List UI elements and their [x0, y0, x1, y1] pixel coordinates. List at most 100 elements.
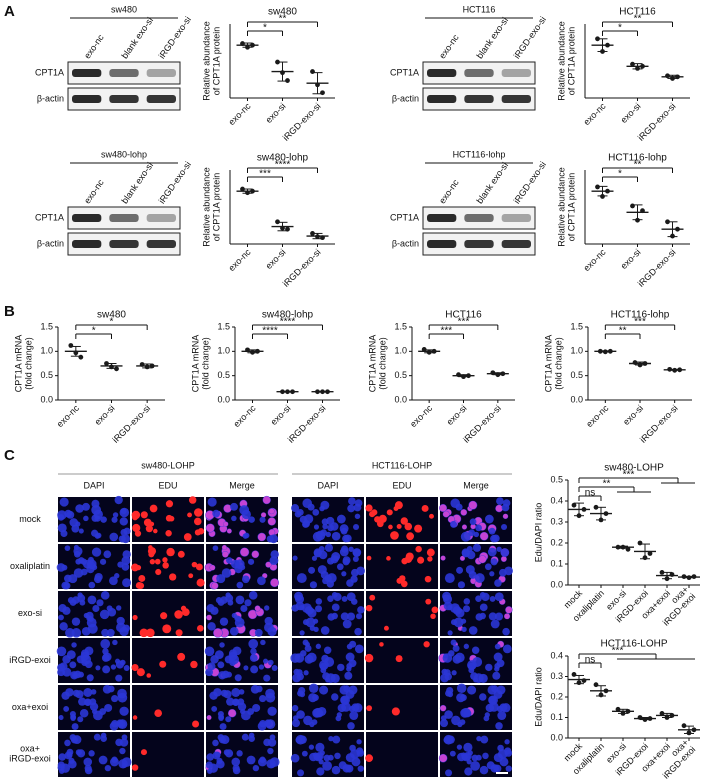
nucleus — [265, 719, 276, 730]
y-tick-label: 0.2 — [550, 537, 563, 547]
nucleus — [345, 652, 355, 662]
edu-signal — [364, 653, 374, 663]
edu-signal — [194, 529, 201, 536]
data-point — [320, 389, 325, 395]
nucleus — [95, 532, 102, 539]
chart-title: sw480-LOHP — [604, 463, 664, 474]
y-axis-label: Relative abundance — [556, 167, 566, 247]
nucleus — [479, 693, 487, 701]
nucleus — [351, 757, 361, 767]
nucleus — [114, 658, 121, 664]
nucleus — [58, 753, 66, 761]
edu-signal — [379, 642, 384, 647]
data-point — [675, 74, 680, 80]
micrograph — [438, 638, 512, 684]
nucleus — [66, 751, 73, 758]
nucleus — [91, 547, 102, 557]
nucleus — [248, 516, 255, 523]
chart-title: HCT116-lohp — [608, 153, 667, 164]
y-tick-label: 1.0 — [40, 346, 53, 356]
nucleus — [321, 518, 329, 526]
nucleus — [349, 711, 359, 721]
nucleus — [112, 512, 119, 518]
nucleus — [443, 669, 451, 677]
edu-signal — [174, 610, 183, 619]
nucleus — [496, 497, 504, 505]
nucleus — [290, 753, 300, 763]
nucleus — [84, 766, 93, 775]
panel-label: A — [4, 3, 15, 20]
nucleus — [313, 618, 319, 624]
y-axis-label: (fold change) — [23, 337, 33, 390]
nucleus — [102, 684, 112, 694]
nucleus — [312, 531, 323, 542]
nucleus — [73, 544, 79, 551]
row-label: exo-si — [18, 608, 42, 618]
edu-signal — [149, 504, 158, 513]
micrograph — [204, 638, 278, 683]
lane-label: exo-nc — [437, 32, 461, 60]
edu-signal — [369, 594, 376, 601]
nucleus — [299, 630, 305, 636]
nucleus — [236, 581, 244, 589]
data-point — [659, 570, 665, 575]
data-point — [600, 49, 605, 54]
data-point — [325, 389, 330, 395]
sig-label: * — [92, 326, 96, 337]
data-point — [675, 226, 680, 232]
data-point — [630, 203, 635, 209]
micrograph — [365, 497, 438, 542]
nucleus — [271, 665, 278, 671]
merge-signal — [228, 709, 237, 718]
data-point — [275, 59, 280, 65]
data-point — [647, 716, 653, 721]
x-tick-label: exo-si — [619, 247, 643, 271]
sig-label: *** — [259, 169, 271, 180]
nucleus — [101, 654, 110, 662]
nucleus — [229, 626, 239, 636]
nucleus — [304, 654, 314, 664]
nucleus — [236, 750, 243, 757]
micrograph — [439, 497, 512, 543]
edu-signal — [132, 523, 141, 533]
nucleus — [71, 642, 77, 648]
nucleus — [73, 568, 84, 578]
merge-signal — [505, 606, 513, 614]
micrograph — [439, 591, 513, 636]
nucleus — [352, 548, 361, 557]
edu-signal — [188, 573, 194, 579]
lane-label: blank exo-si — [474, 160, 510, 205]
nucleus — [259, 694, 267, 703]
nucleus — [319, 685, 329, 695]
edu-signal — [396, 577, 403, 584]
nucleus — [267, 747, 274, 755]
merge-signal — [206, 614, 212, 621]
edu-signal — [415, 545, 422, 553]
nucleus — [257, 721, 267, 731]
sig-label: ** — [634, 160, 642, 171]
nucleus — [77, 592, 83, 598]
nucleus — [305, 617, 316, 628]
lane-label: blank exo-si — [119, 15, 155, 60]
nucleus — [264, 605, 270, 611]
blot-band — [146, 69, 176, 77]
x-tick-label: exo-si — [264, 247, 288, 271]
nucleus — [206, 753, 214, 761]
nucleus — [297, 769, 305, 777]
channel-label: EDU — [158, 480, 177, 490]
data-point — [642, 717, 648, 722]
blot-band — [501, 214, 531, 222]
data-point — [250, 42, 255, 48]
nucleus — [217, 661, 225, 669]
nucleus — [497, 744, 504, 752]
nucleus — [304, 644, 312, 652]
nucleus — [325, 531, 332, 538]
edu-signal — [168, 515, 175, 522]
nucleus — [478, 673, 488, 683]
micrograph — [364, 638, 438, 683]
edu-signal — [374, 516, 381, 523]
edu-signal — [131, 764, 139, 771]
nucleus — [456, 693, 466, 703]
nucleus — [341, 571, 347, 577]
edu-signal — [427, 556, 433, 562]
